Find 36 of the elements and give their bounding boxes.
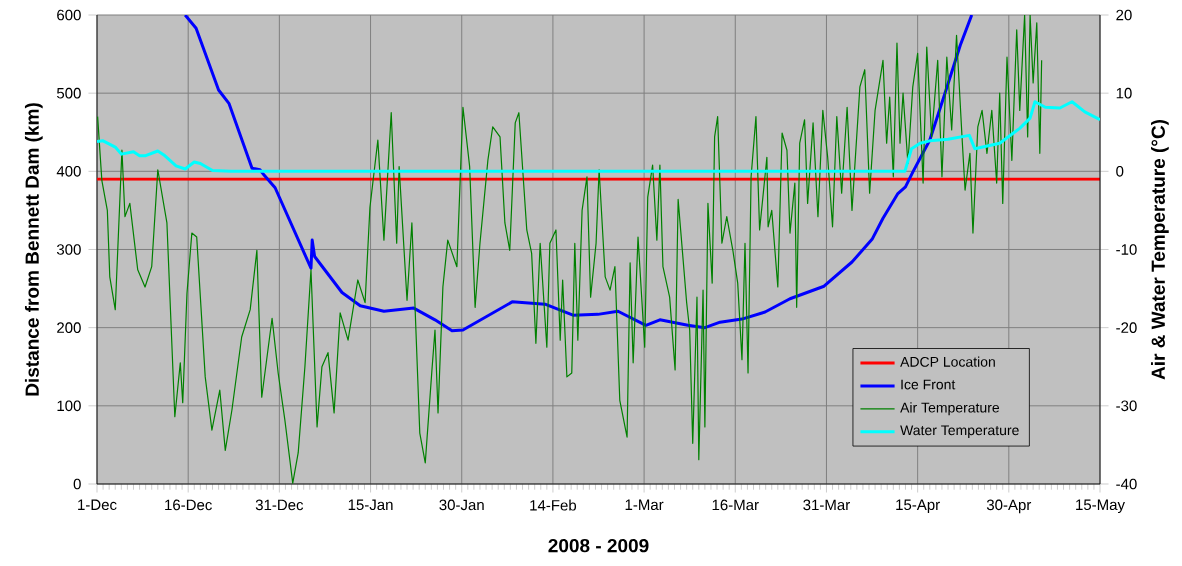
y2-tick-label: -20 [1116, 322, 1137, 333]
x-tick-label: 14-Feb [530, 499, 577, 511]
y-tick-label: 600 [57, 9, 81, 21]
x-tick-label: 1-Dec [78, 499, 117, 511]
x-tick-label: 15-Jan [348, 499, 393, 511]
y-axis-title: Distance from Bennett Dam (km) [24, 103, 43, 396]
x-tick-label: 15-Apr [896, 499, 940, 514]
y-tick-label: 400 [56, 166, 81, 177]
legend-label: Air Temperature [900, 402, 1000, 416]
y2-tick-label: -30 [1116, 400, 1137, 412]
legend-label: Water Temperature [900, 425, 1019, 438]
x-tick-label: 16-Mar [712, 499, 759, 511]
x-tick-label: 30-Jan [439, 499, 484, 511]
x-tick-label: 31-Dec [255, 499, 304, 511]
y2-tick-label: -40 [1116, 478, 1137, 490]
y-tick-label: 300 [56, 244, 81, 255]
y2-tick-label: 10 [1116, 87, 1132, 99]
x-tick-label: 31-Mar [803, 499, 850, 511]
y-tick-label: 100 [57, 400, 81, 412]
legend-label: Ice Front [901, 379, 956, 390]
y2-tick-label: 0 [1116, 166, 1124, 177]
y-tick-label: 200 [57, 322, 81, 333]
legend-label: ADCP Location [900, 356, 995, 367]
line-series [97, 100, 1100, 173]
y2-tick-label: -10 [1116, 244, 1137, 255]
x-tick-label: 16-Dec [165, 499, 212, 511]
y2-axis-title: Air & Water Temperature (°C) [1151, 119, 1169, 380]
x-tick-label: 15-May [1076, 499, 1125, 514]
x-tick-label: 1-Mar [625, 499, 664, 511]
y2-tick-label: 20 [1116, 9, 1132, 21]
line-series [97, 15, 1043, 484]
line-series [183, 15, 974, 333]
y-tick-label: 0 [73, 478, 81, 490]
x-tick-label: 30-Apr [986, 499, 1032, 514]
x-axis-title: 2008 - 2009 [548, 538, 649, 553]
y-tick-label: 500 [56, 87, 81, 99]
